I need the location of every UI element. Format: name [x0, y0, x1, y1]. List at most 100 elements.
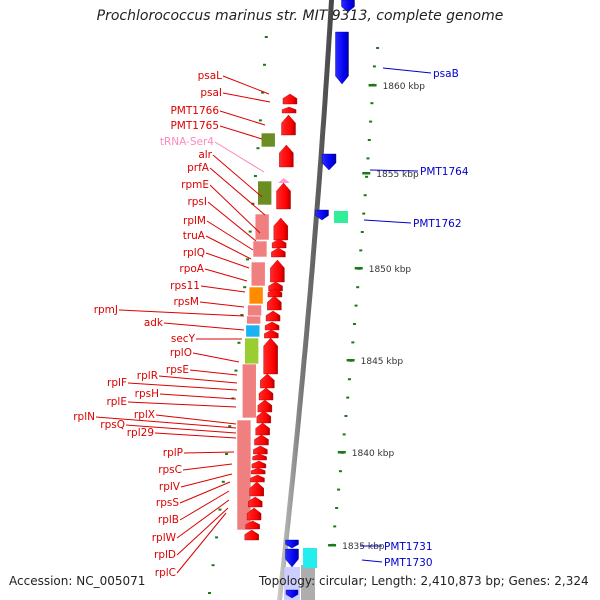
- gene-label-psaL[interactable]: psaL: [198, 70, 223, 82]
- forward-gene-arrow: [246, 507, 262, 521]
- scale-tick-minor: [347, 378, 351, 381]
- gene-label-rplE[interactable]: rplE: [106, 396, 127, 408]
- label-leader-line: [159, 393, 237, 400]
- scale-tick-minor: [360, 231, 364, 233]
- gene-label-rpsH[interactable]: rpsH: [135, 388, 159, 400]
- reverse-gene-arrow: [285, 589, 299, 599]
- gene-label-rpsE[interactable]: rpsE: [166, 364, 189, 376]
- scale-tick-minor: [363, 194, 367, 197]
- scale-tick-major: [328, 544, 337, 547]
- forward-gene-arrow: [281, 114, 296, 136]
- gene-label-rplX[interactable]: rplX: [134, 409, 155, 421]
- gene-label-rplR[interactable]: rplR: [137, 370, 158, 382]
- label-leader-line: [182, 463, 233, 471]
- cog-block: [303, 548, 317, 568]
- gene-label-rplO[interactable]: rplO: [170, 347, 192, 359]
- label-leaders: [95, 67, 432, 574]
- scale-tick-minor: [337, 488, 341, 491]
- gene-label-rplC[interactable]: rplC: [155, 567, 176, 579]
- gene-label-PMT1764[interactable]: PMT1764: [420, 166, 469, 178]
- gene-label-adk[interactable]: adk: [144, 317, 164, 329]
- label-leader-line: [127, 401, 237, 408]
- gene-label-rplW[interactable]: rplW: [152, 532, 177, 544]
- cog-block: [254, 213, 270, 241]
- forward-gene-arrow: [245, 520, 260, 530]
- scale-tick-minor: [262, 63, 266, 66]
- gene-label-rplD[interactable]: rplD: [154, 549, 176, 561]
- label-leader-line: [189, 369, 238, 376]
- label-leader-line: [369, 169, 419, 172]
- label-leader-line: [163, 322, 245, 331]
- forward-gene-arrow: [250, 467, 266, 475]
- gene-label-rplF[interactable]: rplF: [107, 377, 127, 389]
- reverse-gene-arrow: [315, 209, 329, 221]
- gene-label-secY[interactable]: secY: [171, 333, 196, 345]
- gene-label-prfA[interactable]: prfA: [187, 162, 210, 174]
- gene-label-rpsQ[interactable]: rpsQ: [100, 419, 125, 431]
- gene-label-truA[interactable]: truA: [183, 230, 206, 242]
- gene-label-tRNA-Ser4[interactable]: tRNA-Ser4: [160, 136, 214, 148]
- label-leader-line: [95, 416, 237, 429]
- forward-gene-arrow: [267, 295, 282, 311]
- reverse-gene-arrow: [321, 153, 337, 171]
- trna-gene-arrow: [277, 178, 290, 183]
- gene-label-rpl29[interactable]: rpl29: [127, 427, 154, 439]
- forward-gene-arrow: [258, 387, 274, 401]
- gene-label-rpoA[interactable]: rpoA: [179, 263, 204, 275]
- gene-label-PMT1765[interactable]: PMT1765: [170, 120, 219, 132]
- scale-tick-minor: [346, 396, 350, 399]
- scale-tick-major: [354, 267, 363, 270]
- label-leader-line: [127, 382, 238, 391]
- scale-tick-label: 1855 kbp: [376, 170, 419, 180]
- scale-tick-minor: [376, 47, 380, 49]
- gene-label-rplQ[interactable]: rplQ: [183, 247, 205, 259]
- gene-label-rpsM[interactable]: rpsM: [173, 296, 199, 308]
- scale-tick-minor: [362, 212, 366, 215]
- forward-gene-arrow: [264, 329, 279, 339]
- scale-tick-minor: [208, 592, 212, 594]
- label-leader-line: [179, 490, 230, 521]
- cog-block: [257, 180, 272, 206]
- gene-label-PMT1766[interactable]: PMT1766: [170, 105, 219, 117]
- label-leader-line: [363, 219, 412, 224]
- gene-label-alr[interactable]: alr: [198, 149, 212, 161]
- scale-tick-minor: [215, 536, 219, 539]
- gene-label-rplN[interactable]: rplN: [73, 411, 95, 423]
- forward-gene-arrow: [270, 259, 285, 283]
- label-leader-line: [155, 414, 237, 425]
- gene-label-rplB[interactable]: rplB: [158, 514, 179, 526]
- gene-label-rpsI[interactable]: rpsI: [187, 196, 207, 208]
- scale-tick-label: 1835 kbp: [342, 542, 385, 552]
- gene-label-rplV[interactable]: rplV: [159, 481, 181, 493]
- gene-label-PMT1731[interactable]: PMT1731: [384, 541, 433, 553]
- gene-label-rpmJ[interactable]: rpmJ: [94, 304, 118, 316]
- forward-gene-arrow: [252, 453, 267, 461]
- scale-tick-minor: [243, 286, 247, 289]
- scale-tick-minor: [234, 369, 238, 372]
- gene-label-rplM[interactable]: rplM: [183, 215, 206, 227]
- forward-gene-arrow: [251, 460, 267, 469]
- scale-tick-minor: [218, 508, 222, 511]
- gene-label-rplP[interactable]: rplP: [163, 447, 183, 459]
- gene-label-rps11[interactable]: rps11: [170, 280, 200, 292]
- scale-tick-label: 1845 kbp: [361, 357, 404, 367]
- scale-tick-major: [337, 451, 346, 454]
- label-leader-line: [204, 268, 248, 282]
- forward-gene-arrow: [264, 321, 280, 331]
- forward-gene-arrow: [279, 144, 294, 168]
- scale-tick-minor: [253, 175, 257, 177]
- scale-tick-minor: [264, 36, 268, 38]
- scale-tick-minor: [359, 249, 363, 252]
- gene-label-PMT1762[interactable]: PMT1762: [413, 218, 462, 230]
- gene-label-PMT1730[interactable]: PMT1730: [384, 557, 433, 569]
- scale-tick-minor: [261, 91, 265, 94]
- label-leader-line: [212, 154, 263, 198]
- scale-tick-minor: [366, 157, 370, 160]
- gene-label-rpsC[interactable]: rpsC: [158, 464, 182, 476]
- gene-label-psaI[interactable]: psaI: [200, 87, 222, 99]
- gene-label-psaB[interactable]: psaB: [433, 68, 459, 80]
- label-leader-line: [200, 285, 246, 293]
- gene-label-rpsS[interactable]: rpsS: [156, 497, 179, 509]
- gene-label-rpmE[interactable]: rpmE: [181, 179, 209, 191]
- scale-tick-minor: [237, 341, 241, 344]
